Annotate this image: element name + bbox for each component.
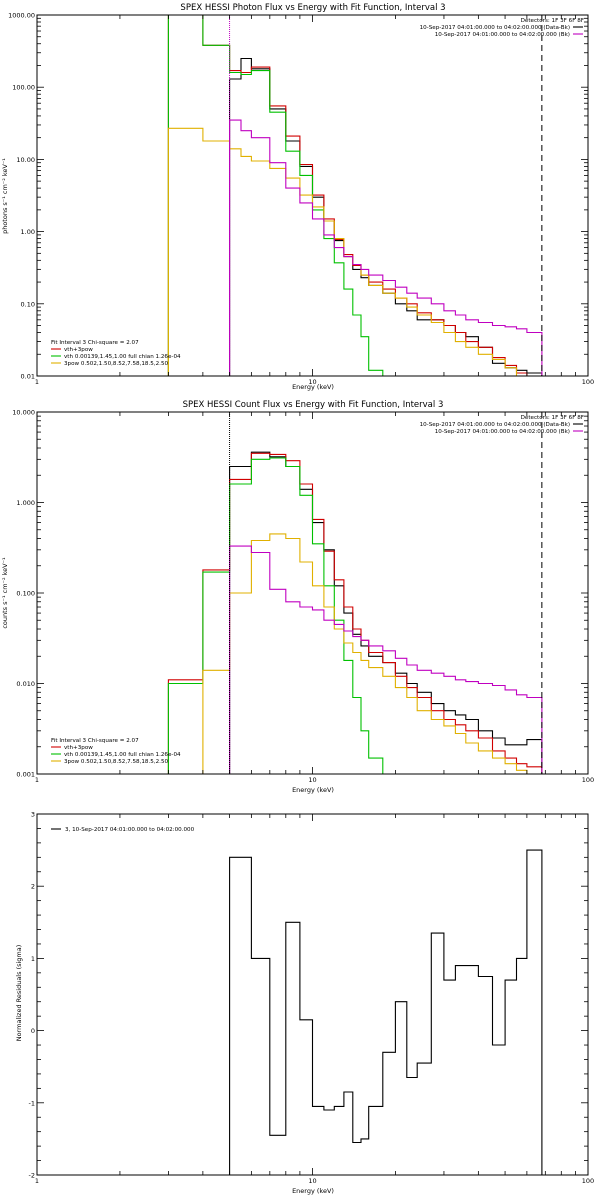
- photon-flux-legend-fit-header: Fit Interval 3 Chi-square = 2.07: [51, 340, 139, 346]
- count-flux-legend-entry: 3pow 0.502,1.50,8.52,7.58,18.5,2.50: [64, 759, 169, 765]
- photon-flux-panel: SPEX HESSI Photon Flux vs Energy with Fi…: [1, 3, 594, 391]
- photon-flux-ytick-label: 1000.00: [8, 12, 35, 20]
- count-flux-legend-fit-header: Fit Interval 3 Chi-square = 2.07: [51, 738, 139, 744]
- count-flux-legend-detectors: Detectors: 1F 3F 6F 8F: [521, 415, 584, 421]
- photon-flux-legend-entry: vth+3pow: [64, 347, 93, 353]
- photon-flux-legend-entry-right: 10-Sep-2017 04:01:00.000 to 04:02:00.000…: [420, 25, 570, 31]
- photon-flux-series-4-line: [229, 119, 543, 376]
- count-flux-plot-frame: [36, 411, 589, 775]
- residuals-xtick-label: 100: [582, 1177, 594, 1185]
- photon-flux-xtick-label: 10: [308, 378, 316, 386]
- photon-flux-ytick-label: 1.00: [21, 228, 35, 236]
- residuals-ytick-label: 2: [31, 883, 35, 891]
- residuals-xlabel: Energy (keV): [292, 1187, 334, 1195]
- photon-flux-xtick-label: 1: [35, 378, 39, 386]
- residuals-panel: Energy (keV) Normalized Residuals (sigma…: [15, 811, 594, 1196]
- count-flux-series-4-line: [229, 545, 543, 774]
- residuals-series-0-line: [229, 849, 543, 1175]
- photon-flux-ylabel: photons s⁻¹ cm⁻² keV⁻¹: [1, 158, 9, 234]
- count-flux-xtick-label: 1: [35, 776, 39, 784]
- count-flux-ytick-label: 0.100: [16, 590, 35, 598]
- residuals-ylabel: Normalized Residuals (sigma): [15, 945, 23, 1042]
- residuals-xtick-label: 1: [35, 1177, 39, 1185]
- photon-flux-ytick-label: 10.00: [16, 156, 35, 164]
- residuals-ytick-label: 1: [31, 955, 35, 963]
- photon-flux-legend-entry: 3pow 0.502,1.50,8.52,7.58,18.5,2.50: [64, 361, 169, 367]
- photon-flux-series-2-line: [167, 15, 384, 376]
- photon-flux-series-1-line: [167, 15, 542, 376]
- count-flux-xtick-label: 100: [582, 776, 594, 784]
- photon-flux-xlabel: Energy (keV): [292, 383, 334, 391]
- count-flux-series-0-line: [229, 451, 543, 774]
- residuals-ytick-label: 0: [31, 1027, 35, 1035]
- count-flux-ytick-label: 0.001: [16, 771, 35, 779]
- photon-flux-xtick-label: 100: [582, 378, 594, 386]
- count-flux-ytick-label: 1.000: [16, 499, 35, 507]
- photon-flux-series-3-line: [167, 127, 542, 376]
- count-flux-title: SPEX HESSI Count Flux vs Energy with Fit…: [183, 400, 444, 410]
- photon-flux-ytick-label: 100.00: [12, 84, 35, 92]
- residuals-legend-entry: 3, 10-Sep-2017 04:01:00.000 to 04:02:00.…: [65, 827, 195, 833]
- photon-flux-title: SPEX HESSI Photon Flux vs Energy with Fi…: [180, 3, 445, 13]
- count-flux-legend-entry: vth+3pow: [64, 745, 93, 751]
- count-flux-ytick-label: 0.010: [16, 680, 35, 688]
- count-flux-ylabel: counts s⁻¹ cm⁻² keV⁻¹: [1, 557, 9, 629]
- photon-flux-legend-entry: vth 0.00139,1.45,1.00 full chian 1.26e-0…: [64, 354, 181, 360]
- count-flux-panel: SPEX HESSI Count Flux vs Energy with Fit…: [1, 400, 594, 794]
- count-flux-legend-entry-right: 10-Sep-2017 04:01:00.000 to 04:02:00.000…: [420, 422, 570, 428]
- count-flux-xtick-label: 10: [308, 776, 316, 784]
- photon-flux-legend-detectors: Detectors: 1F 3F 6F 8F: [521, 18, 584, 24]
- count-flux-xlabel: Energy (keV): [292, 786, 334, 794]
- count-flux-series-3-line: [202, 533, 542, 774]
- photon-flux-ytick-label: 0.10: [21, 300, 35, 308]
- photon-flux-ytick-label: 0.01: [21, 373, 35, 381]
- count-flux-legend-entry: vth 0.00139,1.45,1.00 full chian 1.26e-0…: [64, 752, 181, 758]
- residuals-ytick-label: -2: [29, 1172, 35, 1180]
- count-flux-ytick-label: 10.000: [12, 409, 35, 417]
- residuals-ytick-label: 3: [31, 811, 35, 819]
- residuals-ytick-label: -1: [29, 1099, 35, 1107]
- count-flux-series-1-line: [167, 452, 543, 774]
- residuals-xtick-label: 10: [308, 1177, 316, 1185]
- photon-flux-legend-entry-right: 10-Sep-2017 04:01:00.000 to 04:02:00.000…: [435, 32, 570, 38]
- count-flux-legend-entry-right: 10-Sep-2017 04:01:00.000 to 04:02:00.000…: [435, 429, 570, 435]
